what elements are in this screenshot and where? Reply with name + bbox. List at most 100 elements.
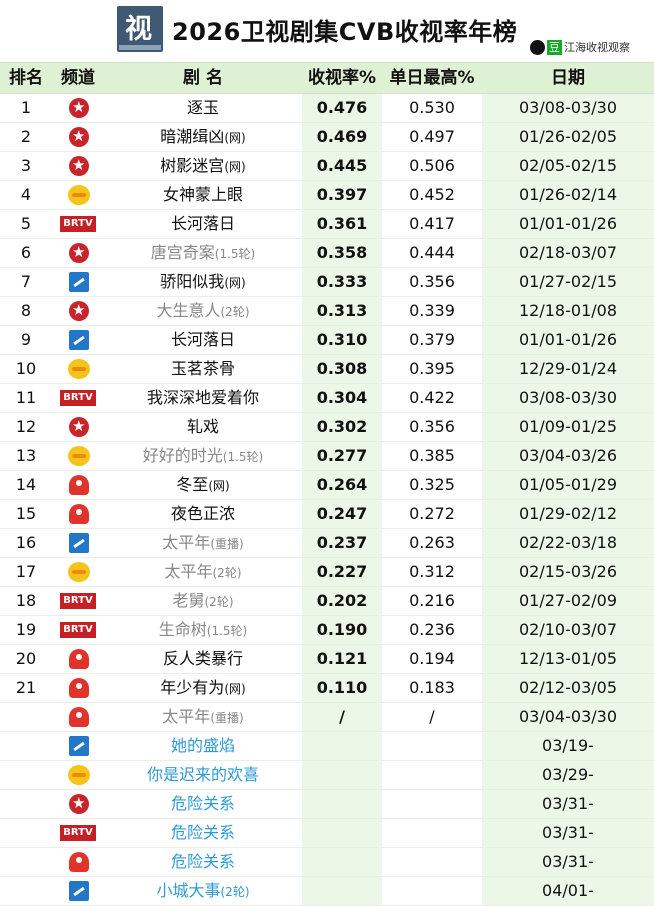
table-row: BRTV 危险关系 03/31-: [0, 819, 654, 848]
show-name: 大生意人: [156, 301, 221, 320]
rating-cell: [302, 732, 382, 760]
show-name-cell: 轧戏: [104, 413, 302, 441]
date-range-cell: 03/08-03/30: [482, 384, 654, 412]
brtv-channel-icon: BRTV: [60, 216, 96, 232]
jiangsu-tv-icon: [69, 475, 89, 495]
show-suffix: (网): [224, 131, 246, 145]
show-suffix: (网): [224, 276, 246, 290]
show-name-cell: 太平年(2轮): [104, 558, 302, 586]
col-date-header: 日期: [551, 68, 585, 88]
peak-rating-cell: 0.272: [409, 504, 455, 523]
channel-cell: BRTV: [52, 616, 104, 644]
cctv-channel-icon: [69, 122, 89, 150]
table-row: 9 长河落日 0.310 0.379 01/01-01/26: [0, 326, 654, 355]
watermark: 豆江海收视观察: [530, 39, 630, 56]
hunan-tv-icon: [68, 562, 90, 582]
date-range-cell: 03/08-03/30: [482, 94, 654, 122]
channel-cell: [52, 645, 104, 673]
date-range-cell: 01/01-01/26: [482, 210, 654, 238]
show-name-cell: 女神蒙上眼: [104, 181, 302, 209]
page-header: 视 2026卫视剧集CVB收视率年榜 豆江海收视观察: [0, 0, 654, 58]
show-name: 冬至: [176, 475, 209, 494]
show-name: 我深深地爱着你: [146, 388, 259, 407]
peak-rating-cell: 0.395: [409, 359, 455, 378]
channel-cell: [52, 848, 104, 876]
peak-rating-cell: 0.312: [409, 562, 455, 581]
show-name-cell: 长河落日: [104, 210, 302, 238]
rank-cell: 1: [20, 98, 32, 117]
page-title: 2026卫视剧集CVB收视率年榜: [172, 18, 518, 46]
peak-rating-cell: 0.194: [409, 649, 455, 668]
show-name: 骄阳似我: [160, 272, 225, 291]
show-suffix: (2轮): [204, 595, 234, 609]
rank-cell: 2: [20, 127, 32, 146]
col-rank-header: 排名: [9, 68, 43, 88]
show-name: 树影迷宫: [160, 156, 225, 175]
brtv-channel-icon: BRTV: [60, 390, 96, 406]
cctv-channel-icon: [69, 93, 89, 121]
table-row: 21 年少有为(网) 0.110 0.183 02/12-03/05: [0, 674, 654, 703]
channel-cell: [52, 122, 104, 151]
rank-cell: 18: [15, 591, 37, 610]
channel-cell: [52, 529, 104, 557]
peak-rating-cell: 0.263: [409, 533, 455, 552]
peak-rating-cell: 0.452: [409, 185, 455, 204]
show-suffix: (网): [224, 160, 246, 174]
date-range-cell: 12/29-01/24: [482, 355, 654, 383]
peak-rating-cell: 0.236: [409, 620, 455, 639]
hunan-tv-icon: [68, 359, 90, 379]
show-name: 危险关系: [170, 794, 235, 813]
date-range-cell: 03/31-: [482, 848, 654, 876]
hunan-tv-icon: [68, 446, 90, 466]
table-row: 5 BRTV 长河落日 0.361 0.417 01/01-01/26: [0, 210, 654, 239]
rank-cell: [0, 819, 52, 847]
show-name-cell: 玉茗茶骨: [104, 355, 302, 383]
show-name-cell: 骄阳似我(网): [104, 268, 302, 296]
channel-cell: [52, 500, 104, 528]
date-range-cell: 01/26-02/14: [482, 181, 654, 209]
show-name-cell: 逐玉: [104, 94, 302, 122]
show-name: 你是迟来的欢喜: [146, 765, 259, 784]
show-name: 暗潮缉凶: [160, 127, 225, 146]
date-range-cell: 01/27-02/09: [482, 587, 654, 615]
rating-cell: 0.202: [302, 587, 382, 615]
rank-cell: 3: [20, 156, 32, 175]
channel-cell: [52, 268, 104, 296]
rank-cell: 20: [15, 649, 37, 668]
date-range-cell: 02/18-03/07: [482, 239, 654, 267]
date-range-cell: 01/09-01/25: [482, 413, 654, 441]
channel-cell: [52, 558, 104, 586]
show-name: 好好的时光: [142, 446, 223, 465]
channel-cell: [52, 93, 104, 122]
cctv-channel-icon: [69, 412, 89, 440]
channel-cell: [52, 703, 104, 731]
peak-rating-cell: 0.417: [409, 214, 455, 233]
jiangsu-tv-icon: [69, 649, 89, 669]
rank-cell: 7: [20, 272, 32, 291]
zhejiang-tv-icon: [69, 881, 89, 901]
date-range-cell: 04/01-: [482, 877, 654, 905]
table-row: 17 太平年(2轮) 0.227 0.312 02/15-03/26: [0, 558, 654, 587]
channel-cell: [52, 181, 104, 209]
show-name-cell: 夜色正浓: [104, 500, 302, 528]
table-row: 她的盛焰 03/19-: [0, 732, 654, 761]
rating-cell: [302, 790, 382, 818]
rating-cell: 0.469: [302, 123, 382, 151]
rating-cell: 0.361: [302, 210, 382, 238]
show-name: 唐宫奇案: [150, 243, 215, 262]
show-name: 老舅: [172, 591, 205, 610]
table-row: 危险关系 03/31-: [0, 848, 654, 877]
rank-cell: [0, 761, 52, 789]
show-suffix: (网): [208, 479, 230, 493]
peak-rating-cell: [382, 877, 482, 905]
table-row: 14 冬至(网) 0.264 0.325 01/05-01/29: [0, 471, 654, 500]
table-row: 小城大事(2轮) 04/01-: [0, 877, 654, 906]
rank-cell: [0, 848, 52, 876]
date-range-cell: 12/13-01/05: [482, 645, 654, 673]
rating-cell: [302, 761, 382, 789]
show-name-cell: 树影迷宫(网): [104, 152, 302, 180]
channel-cell: [52, 412, 104, 441]
show-name: 危险关系: [170, 852, 235, 871]
date-range-cell: 02/10-03/07: [482, 616, 654, 644]
